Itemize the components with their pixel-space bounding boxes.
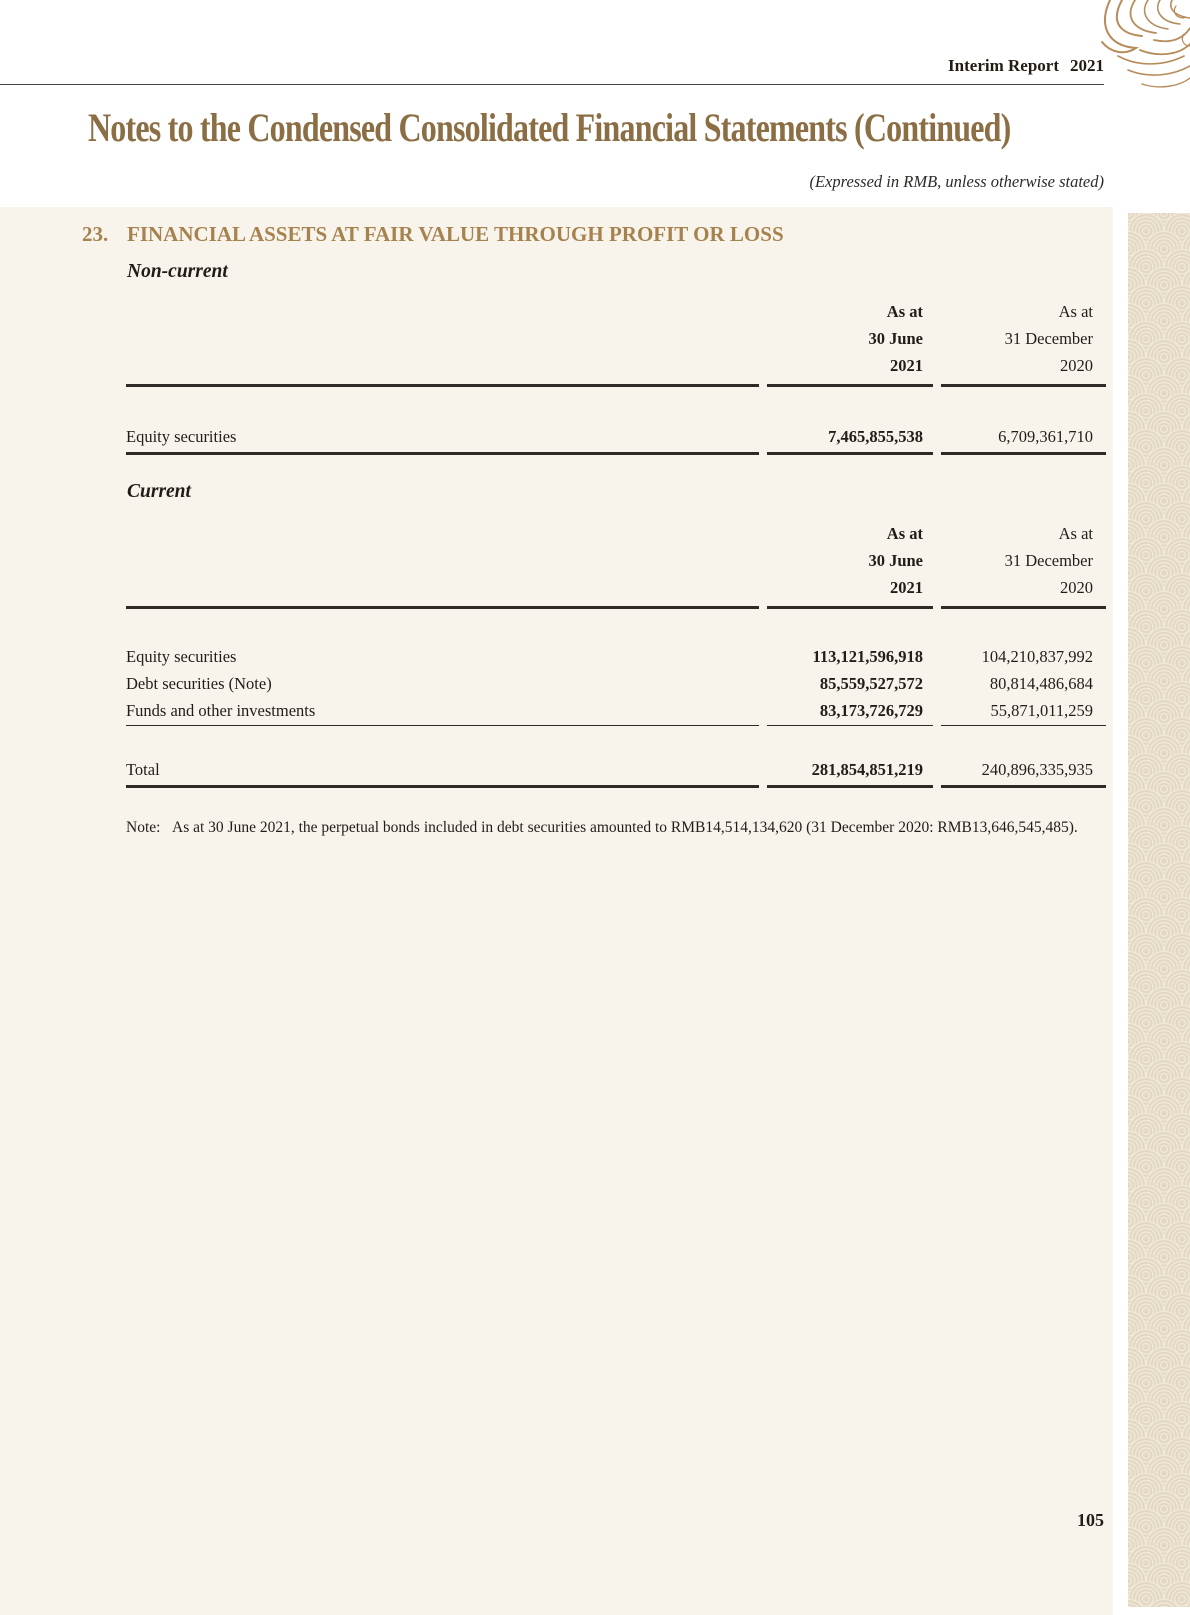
values-2020: 6,709,361,710: [941, 387, 1106, 455]
col-2020-line3: 2020: [1060, 356, 1093, 375]
col-2021-line1: As at: [886, 524, 923, 543]
total-label-cell: Total: [126, 726, 759, 788]
value-2021: 85,559,527,572: [819, 674, 923, 693]
col-2021-line3: 2021: [890, 356, 923, 375]
total-value-2021: 281,854,851,219: [811, 760, 923, 779]
value-2021: 83,173,726,729: [819, 701, 923, 720]
col-2021-line2: 30 June: [868, 329, 923, 348]
row-label: Equity securities: [126, 647, 237, 666]
subsection-current-heading: Current: [127, 481, 191, 502]
col-2020-line2: 31 December: [1004, 329, 1093, 348]
row-labels: Equity securities: [126, 387, 759, 455]
total-label: Total: [126, 760, 160, 779]
footnote: Note: As at 30 June 2021, the perpetual …: [126, 819, 1086, 837]
value-2021: 113,121,596,918: [812, 647, 923, 666]
total-value-2020: 240,896,335,935: [981, 760, 1093, 779]
row-labels: Equity securities Debt securities (Note)…: [126, 609, 759, 726]
header-spacer: [126, 298, 759, 387]
header-divider: [0, 84, 1104, 85]
report-title: Interim Report 2021: [948, 56, 1104, 76]
column-header-2020: As at 31 December 2020: [941, 520, 1106, 609]
value-2020: 80,814,486,684: [989, 674, 1093, 693]
column-header-2020: As at 31 December 2020: [941, 298, 1106, 387]
value-2020: 6,709,361,710: [998, 427, 1093, 446]
section-heading: 23. FINANCIAL ASSETS AT FAIR VALUE THROUG…: [82, 222, 784, 247]
col-2021-line3: 2021: [890, 578, 923, 597]
wave-ornament-icon: [1101, 0, 1190, 88]
value-2020: 55,871,011,259: [990, 701, 1093, 720]
total-2020-cell: 240,896,335,935: [941, 726, 1106, 788]
footnote-text: As at 30 June 2021, the perpetual bonds …: [172, 819, 1078, 836]
values-2021: 113,121,596,918 85,559,527,572 83,173,72…: [767, 609, 933, 726]
values-2021: 7,465,855,538: [767, 387, 933, 455]
page-title: Notes to the Condensed Consolidated Fina…: [88, 105, 1011, 150]
value-2021: 7,465,855,538: [828, 427, 923, 446]
subsection-noncurrent-heading: Non-current: [127, 261, 228, 282]
content-background: [0, 207, 1113, 1615]
noncurrent-table-body: Equity securities 7,465,855,538 6,709,36…: [126, 387, 1106, 455]
value-2020: 104,210,837,992: [981, 647, 1093, 666]
values-2020: 104,210,837,992 80,814,486,684 55,871,01…: [941, 609, 1106, 726]
report-title-text: Interim Report: [948, 56, 1059, 75]
row-label: Debt securities (Note): [126, 674, 272, 693]
col-2020-line2: 31 December: [1004, 551, 1093, 570]
page-subtitle: (Expressed in RMB, unless otherwise stat…: [809, 172, 1104, 191]
col-2020-line3: 2020: [1060, 578, 1093, 597]
footnote-label: Note:: [126, 819, 161, 836]
col-2021-line2: 30 June: [868, 551, 923, 570]
row-label: Funds and other investments: [126, 701, 316, 720]
row-label: Equity securities: [126, 427, 237, 446]
noncurrent-table: As at 30 June 2021 As at 31 December 202…: [126, 298, 1106, 455]
col-2020-line1: As at: [1058, 524, 1093, 543]
noncurrent-table-header: As at 30 June 2021 As at 31 December 202…: [126, 298, 1106, 387]
col-2021-line1: As at: [886, 302, 923, 321]
seigaiha-pattern-band-icon: [1128, 213, 1190, 1607]
column-header-2021: As at 30 June 2021: [767, 298, 933, 387]
section-number: 23.: [82, 222, 109, 246]
page-number: 105: [1077, 1510, 1104, 1530]
total-2021-cell: 281,854,851,219: [767, 726, 933, 788]
section-title: FINANCIAL ASSETS AT FAIR VALUE THROUGH P…: [127, 222, 784, 246]
column-header-2021: As at 30 June 2021: [767, 520, 933, 609]
current-table: As at 30 June 2021 As at 31 December 202…: [126, 520, 1106, 788]
current-table-body: Equity securities Debt securities (Note)…: [126, 609, 1106, 726]
header-spacer: [126, 520, 759, 609]
current-table-total-row: Total 281,854,851,219 240,896,335,935: [126, 726, 1106, 788]
report-year: 2021: [1070, 56, 1104, 75]
current-table-header: As at 30 June 2021 As at 31 December 202…: [126, 520, 1106, 609]
col-2020-line1: As at: [1058, 302, 1093, 321]
